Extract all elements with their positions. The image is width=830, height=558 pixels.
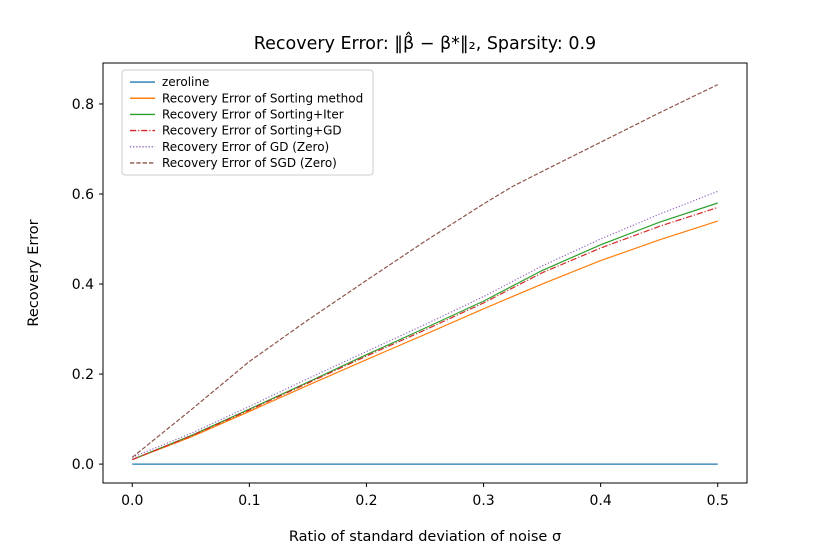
- legend-label-0: zeroline: [162, 75, 209, 89]
- legend-label-1: Recovery Error of Sorting method: [162, 91, 363, 105]
- x-tick-label: 0.5: [707, 493, 729, 509]
- series-line-2: [132, 202, 718, 461]
- y-tick-label: 0.2: [72, 367, 94, 383]
- legend-label-5: Recovery Error of SGD (Zero): [162, 156, 337, 170]
- series-line-3: [132, 206, 718, 461]
- x-axis-label: Ratio of standard deviation of noise σ: [289, 529, 561, 545]
- series-line-1: [132, 220, 718, 461]
- y-tick-label: 0.8: [72, 97, 94, 113]
- legend-label-2: Recovery Error of Sorting+Iter: [162, 107, 344, 121]
- series-line-5: [131, 84, 718, 458]
- legend-box: [121, 69, 374, 176]
- series-line-4: [132, 190, 718, 458]
- x-tick-label: 0.4: [590, 493, 612, 509]
- legend-label-3: Recovery Error of Sorting+GD: [162, 124, 342, 138]
- x-tick-label: 0.2: [355, 493, 377, 509]
- y-axis-label: Recovery Error: [26, 219, 42, 326]
- y-tick-label: 0.0: [72, 457, 94, 473]
- plot-series: [131, 84, 718, 465]
- x-tick-label: 0.0: [121, 493, 143, 509]
- legend-label-4: Recovery Error of GD (Zero): [162, 140, 329, 154]
- plot-border: [102, 62, 748, 484]
- y-tick-label: 0.4: [72, 277, 94, 293]
- x-tick-label: 0.3: [472, 493, 494, 509]
- legend: zeroline Recovery Error of Sorting method…: [121, 69, 374, 176]
- x-tick-label: 0.1: [238, 493, 260, 509]
- chart-title: Recovery Error: ‖β̂ − β*‖₂, Sparsity: 0.…: [254, 31, 596, 54]
- y-tick-label: 0.6: [72, 187, 94, 203]
